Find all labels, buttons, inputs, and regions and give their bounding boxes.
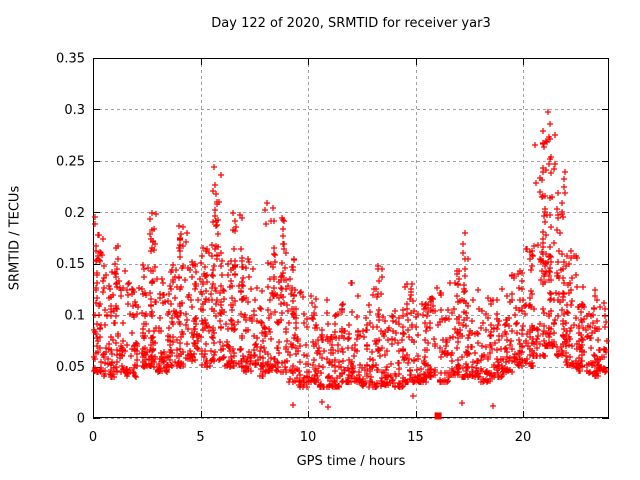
y-tick-label: 0.3 [64, 103, 85, 118]
y-tick-label: 0.2 [64, 206, 85, 221]
scatter-points [91, 109, 610, 410]
x-tick-label: 15 [407, 430, 424, 445]
x-axis-label: GPS time / hours [296, 454, 406, 469]
y-tick-label: 0.15 [56, 257, 85, 272]
tick-labels: 0 5 10 15 20 0 0.05 0.1 0.15 0.2 0.25 0.3 0.35 [56, 52, 531, 446]
x-tick-label: 0 [89, 430, 97, 445]
outlier-square-marker [434, 412, 442, 420]
y-tick-label: 0.35 [56, 52, 85, 67]
plot-border [93, 58, 609, 418]
chart-title: Day 122 of 2020, SRMTID for receiver yar… [211, 16, 491, 31]
x-tick-label: 10 [300, 430, 317, 445]
y-tick-label: 0.1 [64, 309, 85, 324]
y-tick-label: 0 [77, 412, 85, 427]
y-tick-label: 0.05 [56, 360, 85, 375]
y-tick-label: 0.25 [56, 154, 85, 169]
x-tick-label: 20 [515, 430, 532, 445]
x-tick-label: 5 [196, 430, 204, 445]
